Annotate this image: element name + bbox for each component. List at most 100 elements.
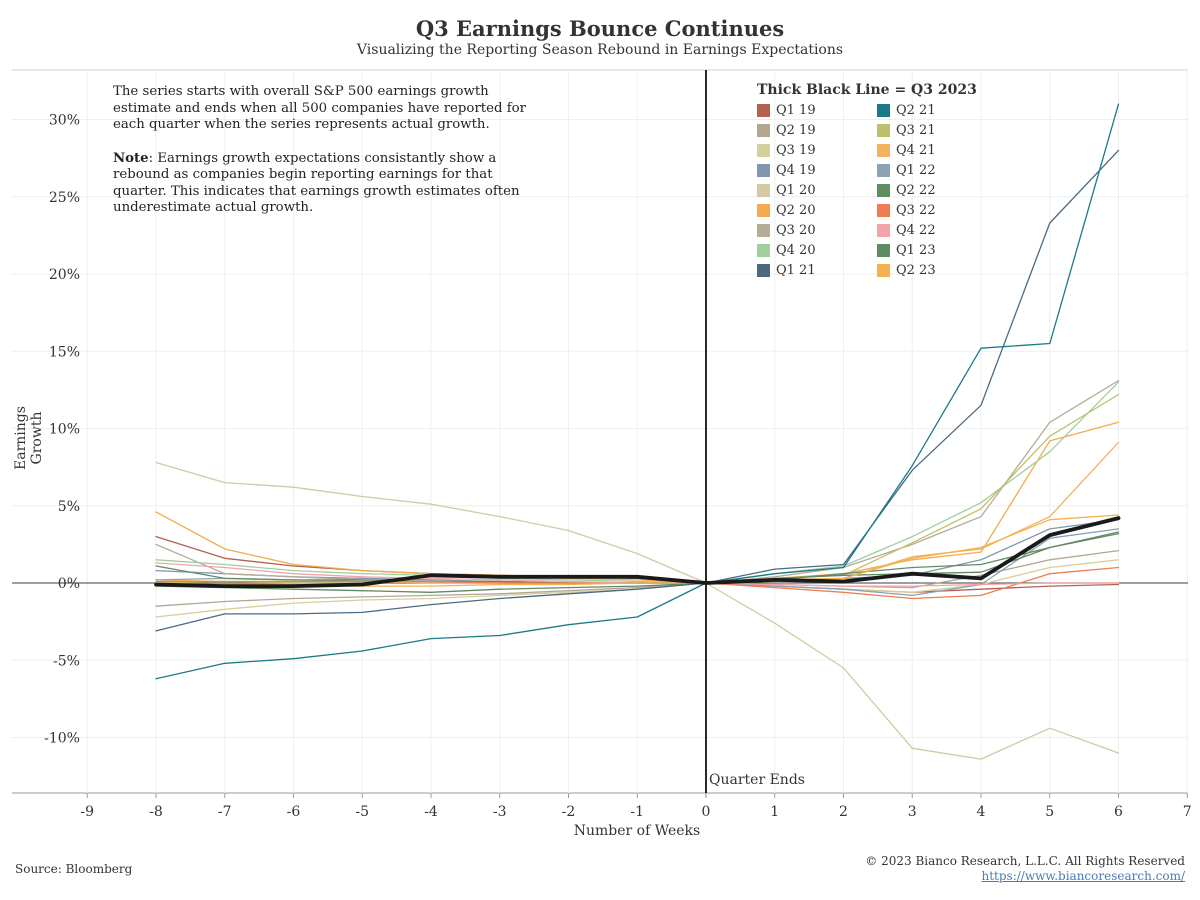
series-line (155, 103, 1120, 680)
legend-swatch (877, 103, 890, 117)
x-tick-label: -5 (355, 804, 369, 820)
y-tick-label: 30% (49, 113, 80, 129)
footer-credits: © 2023 Bianco Research, L.L.C. All Right… (865, 854, 1185, 884)
legend-swatch (757, 203, 770, 217)
legend-label: Q2 21 (896, 102, 936, 118)
legend-swatch (757, 123, 770, 137)
legend-swatch (877, 223, 890, 237)
y-tick-label: -10% (44, 731, 80, 747)
legend-label: Q4 21 (896, 142, 936, 158)
x-axis-label: Number of Weeks (573, 823, 701, 839)
y-tick-label: -5% (53, 653, 80, 669)
legend-label: Q1 20 (776, 182, 816, 198)
legend-swatch (757, 223, 770, 237)
legend: Thick Black Line = Q3 2023 Q1 19 Q2 21 Q2 … (757, 82, 997, 280)
legend-grid: Q1 19 Q2 21 Q2 19 Q3 21 Q3 19 Q4 21 Q4 19 Q1 22… (757, 100, 997, 280)
x-tick-label: -1 (630, 804, 644, 820)
legend-item: Q2 22 (877, 180, 997, 200)
y-tick-label: 20% (49, 267, 80, 283)
legend-item: Q1 20 (757, 180, 877, 200)
legend-swatch (757, 183, 770, 197)
legend-item: Q3 19 (757, 140, 877, 160)
x-tick-label: 5 (1045, 804, 1054, 820)
legend-item: Q2 23 (877, 260, 997, 280)
legend-label: Q4 19 (776, 162, 816, 178)
legend-item: Q1 22 (877, 160, 997, 180)
website-link[interactable]: https://www.biancoresearch.com/ (981, 869, 1185, 883)
x-tick-label: 0 (702, 804, 711, 820)
legend-label: Q2 22 (896, 182, 936, 198)
legend-label: Q2 19 (776, 122, 816, 138)
y-tick-label: 5% (58, 499, 80, 515)
x-tick-label: -2 (562, 804, 576, 820)
legend-swatch (757, 163, 770, 177)
x-tick-label: 1 (770, 804, 779, 820)
y-axis-label: Earnings Growth (13, 406, 45, 470)
legend-swatch (877, 243, 890, 257)
source-label: Source: Bloomberg (15, 862, 133, 876)
x-tick-label: -9 (80, 804, 94, 820)
legend-label: Q1 19 (776, 102, 816, 118)
legend-item: Q1 21 (757, 260, 877, 280)
y-tick-label: 0% (58, 576, 80, 592)
legend-swatch (757, 243, 770, 257)
y-tick-label: 15% (49, 344, 80, 360)
legend-item: Q3 21 (877, 120, 997, 140)
legend-item: Q3 20 (757, 220, 877, 240)
y-tick-label: 25% (49, 190, 80, 206)
note-paragraph-2-text: : Earnings growth expectations consistan… (113, 150, 520, 216)
x-tick-label: -7 (218, 804, 232, 820)
legend-label: Q2 23 (896, 262, 936, 278)
legend-item: Q1 23 (877, 240, 997, 260)
chart-title: Q3 Earnings Bounce Continues (415, 16, 785, 41)
series-line-q3-2023 (154, 516, 1121, 588)
x-tick-label: 4 (977, 804, 986, 820)
x-tick-label: -8 (149, 804, 163, 820)
legend-title: Thick Black Line = Q3 2023 (757, 82, 977, 98)
legend-item: Q2 21 (877, 100, 997, 120)
legend-swatch (877, 263, 890, 277)
series-line (155, 381, 1120, 584)
series-line (155, 549, 1120, 607)
legend-swatch (877, 123, 890, 137)
note-paragraph-2: Note: Earnings growth expectations consi… (113, 151, 533, 217)
legend-item: Q1 19 (757, 100, 877, 120)
x-tick-label: 3 (908, 804, 917, 820)
legend-swatch (877, 163, 890, 177)
legend-item: Q2 19 (757, 120, 877, 140)
legend-swatch (757, 143, 770, 157)
legend-swatch (877, 183, 890, 197)
note-paragraph-1: The series starts with overall S&P 500 e… (113, 84, 527, 132)
legend-label: Q3 22 (896, 202, 936, 218)
x-tick-label: -4 (424, 804, 438, 820)
annotation-note: The series starts with overall S&P 500 e… (113, 84, 533, 234)
legend-label: Q3 21 (896, 122, 936, 138)
series-line (155, 149, 1120, 632)
series-line (155, 421, 1120, 584)
x-tick-label: 2 (839, 804, 848, 820)
legend-item: Q3 22 (877, 200, 997, 220)
x-tick-label: 7 (1183, 804, 1192, 820)
legend-swatch (877, 203, 890, 217)
x-tick-label: -3 (493, 804, 507, 820)
y-tick-label: 10% (49, 422, 80, 438)
chart-subtitle: Visualizing the Reporting Season Rebound… (356, 42, 844, 58)
legend-item: Q2 20 (757, 200, 877, 220)
legend-label: Q1 22 (896, 162, 936, 178)
note-label: Note (113, 150, 149, 166)
legend-label: Q4 22 (896, 222, 936, 238)
legend-swatch (757, 103, 770, 117)
legend-item: Q4 21 (877, 140, 997, 160)
x-tick-label: -6 (287, 804, 301, 820)
series-line (155, 461, 1120, 760)
x-tick-label: 6 (1114, 804, 1123, 820)
copyright-text: © 2023 Bianco Research, L.L.C. All Right… (865, 854, 1185, 868)
legend-label: Q4 20 (776, 242, 816, 258)
series-line (155, 531, 1120, 593)
legend-item: Q4 19 (757, 160, 877, 180)
legend-label: Q1 23 (896, 242, 936, 258)
legend-swatch (757, 263, 770, 277)
legend-label: Q2 20 (776, 202, 816, 218)
legend-item: Q4 22 (877, 220, 997, 240)
